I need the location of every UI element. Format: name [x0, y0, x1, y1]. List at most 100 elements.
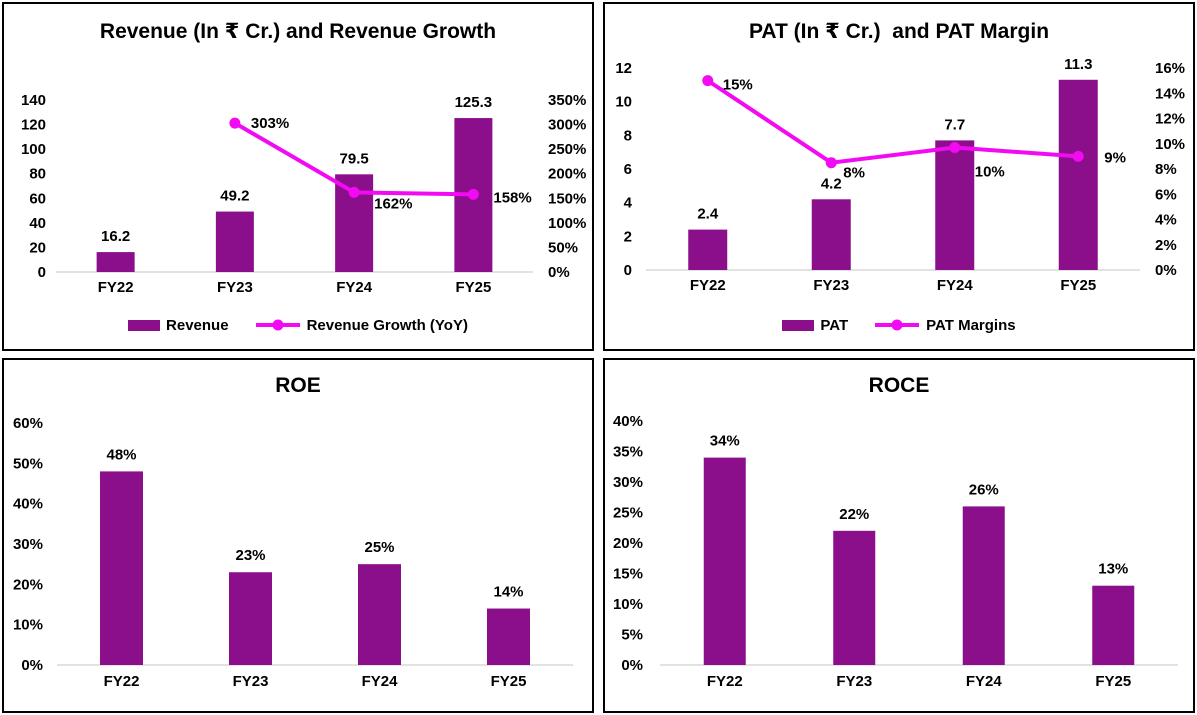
chart-title-revenue: Revenue (In ₹ Cr.) and Revenue Growth [99, 20, 497, 43]
y-tick-label-left: 10% [613, 596, 643, 613]
y-tick-label-right: 8% [1155, 161, 1177, 178]
y-tick-label-left: 40 [29, 215, 46, 232]
x-tick-label: FY22 [707, 673, 743, 690]
bar-FY24 [358, 564, 401, 665]
bar-value-label: 2.4 [697, 206, 719, 223]
trend-line [705, 78, 1081, 165]
legend-label: Revenue Growth (YoY) [306, 316, 468, 334]
y-tick-label-right: 0% [1155, 262, 1177, 279]
bar-value-label: 13% [1098, 561, 1128, 578]
trend-point-FY22 [702, 75, 714, 87]
bar-value-label: 4.2 [821, 175, 842, 192]
revenue-chart-plot: 0 20 40 60 80 100 120 140 0% 50% 100% 150% 200% 250% 3… [21, 92, 586, 296]
bar-value-label: 125.3 [455, 94, 493, 111]
pat-chart-plot: 0 2 4 6 8 10 12 0% 2% 4% 6% 8% 10% 12% 14% 16% 2.4 FY22 4.… [615, 56, 1185, 294]
bar-value-label: 23% [235, 547, 265, 564]
y-tick-label-left: 10% [13, 617, 43, 634]
roce-chart-plot: 0% 5% 10% 15% 20% 25% 30% 35% 40% 34% FY22 22% FY23 2… [613, 413, 1178, 690]
x-tick-label: FY23 [836, 673, 872, 690]
y-tick-label-right: 6% [1155, 186, 1177, 203]
trend-point-label: 9% [1104, 149, 1126, 166]
y-tick-label-left: 5% [621, 627, 643, 644]
y-tick-label-left: 0% [621, 657, 643, 674]
y-tick-label-left: 0 [624, 262, 632, 279]
y-tick-label-right: 0% [548, 264, 570, 281]
revenue-chart-legend: Revenue Revenue Growth (YoY) [4, 314, 592, 336]
bar-value-label: 16.2 [101, 228, 130, 245]
y-tick-label-left: 30% [613, 474, 643, 491]
bar-value-label: 25% [364, 539, 394, 556]
legend-bar-swatch-icon [128, 319, 161, 331]
trend-point-label: 158% [493, 189, 531, 206]
y-tick-label-right: 50% [548, 239, 578, 256]
y-tick-label-right: 10% [1155, 136, 1185, 153]
y-tick-label-left: 12 [615, 60, 632, 77]
y-tick-label-left: 8 [624, 127, 632, 144]
legend-line-marker-icon [874, 319, 920, 331]
y-tick-label-left: 2 [624, 228, 632, 245]
y-tick-label-left: 60% [13, 415, 43, 432]
bar-value-label: 22% [839, 506, 869, 523]
y-tick-label-left: 0% [21, 657, 43, 674]
y-tick-label-right: 200% [548, 166, 586, 183]
x-tick-label: FY24 [966, 673, 1003, 690]
legend-item: Revenue Growth (YoY) [255, 317, 468, 334]
bar-FY22 [688, 229, 728, 270]
y-tick-label-left: 40% [13, 496, 43, 513]
trend-point-label: 15% [723, 77, 753, 94]
y-tick-label-left: 15% [613, 566, 643, 583]
trend-point-label: 8% [843, 165, 865, 182]
trend-point-label: 162% [374, 195, 412, 212]
bar-FY25 [1092, 585, 1135, 665]
legend-label: PAT Margins [926, 316, 1016, 334]
bar-value-label: 34% [710, 433, 740, 450]
chart-panel-roce: ROCE 0% 5% 10% 15% 20% 25% 30% 35% 40% 34% FY22 22%… [603, 358, 1195, 713]
x-tick-label: FY24 [937, 277, 974, 294]
bar-value-label: 14% [493, 584, 523, 601]
chart-title-pat: PAT (In ₹ Cr.) and PAT Margin [748, 20, 1050, 43]
pat-chart-legend: PAT PAT Margins [605, 314, 1193, 336]
y-tick-label-left: 10 [615, 94, 632, 111]
x-tick-label: FY24 [336, 279, 373, 296]
trend-point-FY24 [949, 142, 961, 154]
bar-FY22 [703, 457, 746, 665]
y-tick-label-left: 25% [613, 505, 643, 522]
chart-title-roce: ROCE [868, 374, 930, 397]
y-tick-label-left: 35% [613, 444, 643, 461]
chart-panel-revenue-growth: Revenue (In ₹ Cr.) and Revenue Growth 0 2… [2, 2, 594, 351]
x-tick-label: FY24 [362, 673, 399, 690]
y-tick-label-left: 60 [29, 190, 46, 207]
legend-label: PAT [820, 316, 849, 334]
legend-item: Revenue [128, 317, 229, 334]
bar-value-label: 7.7 [944, 116, 965, 133]
trend-point-label: 10% [975, 164, 1005, 181]
trend-point-label: 303% [251, 115, 289, 132]
bar-FY23 [833, 530, 876, 665]
y-tick-label-right: 300% [548, 117, 586, 134]
y-tick-label-left: 120 [21, 117, 46, 134]
bar-value-label: 48% [106, 446, 136, 463]
trend-point-FY24 [348, 186, 360, 198]
x-tick-label: FY23 [813, 277, 849, 294]
y-tick-label-left: 100 [21, 141, 46, 158]
y-tick-label-right: 2% [1155, 237, 1177, 254]
chart-title-roe: ROE [275, 374, 321, 397]
bar-FY22 [96, 252, 135, 272]
y-tick-label-right: 16% [1155, 60, 1185, 77]
x-tick-label: FY25 [455, 279, 491, 296]
bar-FY22 [100, 471, 143, 665]
chart-panel-pat-margin: PAT (In ₹ Cr.) and PAT Margin 0 2 4 6 8 10 12 0… [603, 2, 1195, 351]
bar-FY24 [962, 506, 1005, 665]
x-tick-label: FY25 [491, 673, 527, 690]
y-tick-label-right: 12% [1155, 111, 1185, 128]
legend-line-marker-icon [255, 319, 301, 331]
trend-point-FY25 [1072, 150, 1084, 162]
y-tick-label-right: 150% [548, 190, 586, 207]
y-tick-label-right: 14% [1155, 85, 1185, 102]
trend-point-FY25 [467, 188, 479, 200]
x-tick-label: FY23 [217, 279, 253, 296]
legend-label: Revenue [166, 316, 229, 334]
bar-FY25 [487, 608, 530, 665]
y-tick-label-right: 250% [548, 141, 586, 158]
